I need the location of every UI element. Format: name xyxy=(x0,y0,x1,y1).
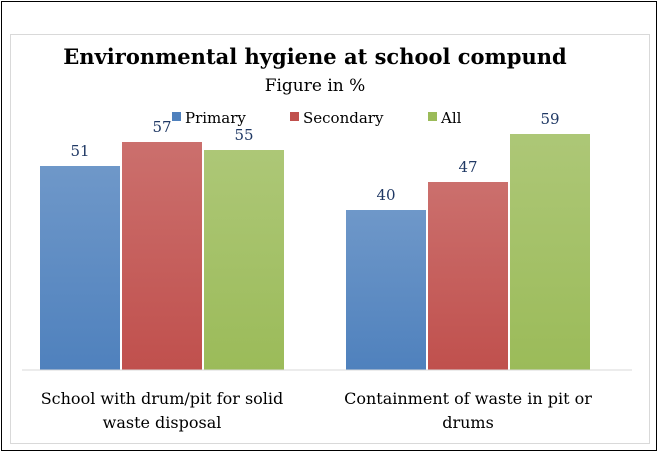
legend-swatch-all xyxy=(428,112,437,121)
category-labels: School with drum/pit for solid waste disp… xyxy=(41,389,593,432)
legend-label-all: All xyxy=(440,109,462,127)
bar-all-1 xyxy=(204,150,284,370)
category-label-2-line-1: Containment of waste in pit or xyxy=(344,389,592,408)
bar-all-2 xyxy=(510,134,590,370)
bars: 51 57 55 40 47 59 xyxy=(40,110,590,370)
bar-secondary-2 xyxy=(428,182,508,370)
legend: Primary Secondary All xyxy=(172,109,462,127)
chart-subtitle: Figure in % xyxy=(265,76,366,96)
data-label-primary-1: 51 xyxy=(70,142,89,160)
category-label-2-line-2: drums xyxy=(442,413,494,432)
legend-swatch-secondary xyxy=(290,112,299,121)
bar-primary-1 xyxy=(40,166,120,370)
data-label-secondary-2: 47 xyxy=(458,158,477,176)
legend-label-primary: Primary xyxy=(185,109,246,127)
legend-swatch-primary xyxy=(172,112,181,121)
chart-title: Environmental hygiene at school compund xyxy=(63,44,567,69)
data-label-primary-2: 40 xyxy=(376,186,395,204)
bar-secondary-1 xyxy=(122,142,202,370)
data-label-secondary-1: 57 xyxy=(152,118,171,136)
category-label-1-line-1: School with drum/pit for solid xyxy=(41,389,284,408)
category-label-1-line-2: waste disposal xyxy=(103,413,222,432)
data-label-all-1: 55 xyxy=(234,126,253,144)
legend-label-secondary: Secondary xyxy=(303,109,384,127)
data-label-all-2: 59 xyxy=(540,110,559,128)
bar-primary-2 xyxy=(346,210,426,370)
